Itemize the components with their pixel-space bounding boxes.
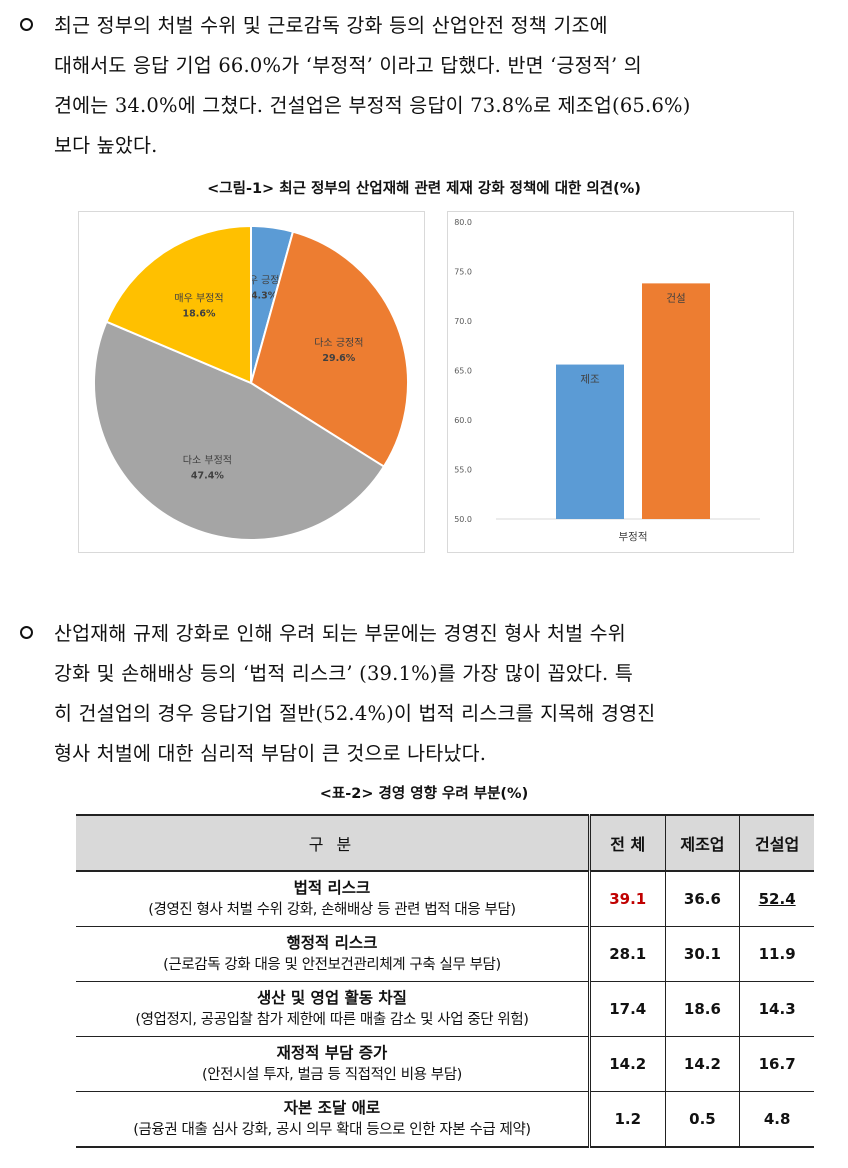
row-category-name: 재정적 부담 증가	[276, 1044, 388, 1062]
row-category-desc: (안전시설 투자, 벌금 등 직접적인 비용 부담)	[201, 1067, 462, 1083]
y-tick-label: 80.0	[454, 218, 472, 227]
cell-construction-value: 52.4	[758, 890, 796, 908]
figure-caption: <그림-1> 최근 정부의 산업재해 관련 제재 강화 정책에 대한 의견(%)	[207, 181, 641, 197]
pie-slice-value: 18.6%	[183, 308, 216, 319]
row-category: 생산 및 영업 활동 차질 (영업정지, 공공입찰 참가 제한에 따른 매출 감…	[76, 981, 591, 1037]
y-tick-label: 65.0	[454, 367, 472, 376]
x-category-label: 부정적	[619, 531, 648, 543]
paragraph-line: 견에는 34.0%에 그쳤다. 건설업은 부정적 응답이 73.8%로 제조업(…	[54, 94, 691, 117]
row-category-desc: (영업정지, 공공입찰 참가 제한에 따른 매출 감소 및 사업 중단 위험)	[135, 1012, 529, 1028]
row-category-desc: (경영진 형사 처벌 수위 강화, 손해배상 등 관련 법적 대응 부담)	[148, 902, 516, 918]
pie-slice-label: 다소 부정적	[183, 455, 232, 467]
paragraph-line: 히 건설업의 경우 응답기업 절반(52.4%)이 법적 리스크를 지목해 경영…	[54, 702, 656, 725]
cell-construction: 11.9	[739, 926, 814, 982]
cell-construction: 52.4	[739, 871, 814, 927]
header-manufacturing: 제조업	[665, 814, 741, 872]
y-tick-label: 55.0	[454, 466, 472, 475]
header-construction: 건설업	[739, 814, 814, 872]
table-caption: <표-2> 경영 영향 우려 부분(%)	[319, 786, 529, 802]
cell-manufacturing: 0.5	[665, 1091, 741, 1148]
cell-manufacturing: 36.6	[665, 871, 741, 927]
row-category-desc: (금융권 대출 심사 강화, 공시 의무 확대 등으로 인한 자본 수급 제약)	[133, 1122, 531, 1138]
pie-slice-label: 매우 부정적	[174, 292, 223, 304]
concern-table: 구 분 전 체 제조업 건설업 법적 리스크 (경영진 형사 처벌 수위 강화,…	[76, 814, 814, 1148]
table-row: 생산 및 영업 활동 차질 (영업정지, 공공입찰 참가 제한에 따른 매출 감…	[76, 981, 814, 1037]
row-category: 재정적 부담 증가 (안전시설 투자, 벌금 등 직접적인 비용 부담)	[76, 1036, 591, 1092]
paragraph-line: 산업재해 규제 강화로 인해 우려 되는 부문에는 경영진 형사 처벌 수위	[54, 622, 626, 645]
row-category-desc: (근로감독 강화 대응 및 안전보건관리체계 구축 실무 부담)	[163, 957, 501, 973]
pie-chart-panel: 매우 긍정적 4.3% 다소 긍정적 29.6% 다소 부정적 47.4% 매우 부정적 18…	[78, 211, 425, 553]
bar	[556, 364, 624, 519]
row-category: 자본 조달 애로 (금융권 대출 심사 강화, 공시 의무 확대 등으로 인한 …	[76, 1091, 591, 1148]
circle-bullet-icon	[20, 626, 33, 639]
row-category-name: 법적 리스크	[293, 879, 371, 897]
cell-construction: 16.7	[739, 1036, 814, 1092]
pie-slice-value: 47.4%	[191, 471, 224, 482]
pie-slice-value: 4.3%	[251, 291, 278, 302]
paragraph-1: 최근 정부의 처벌 수위 및 근로감독 강화 등의 산업안전 정책 기조에 대해…	[20, 6, 832, 166]
pie-slice	[249, 230, 409, 468]
bar-series-label: 제조	[580, 374, 600, 386]
pie-slice-value: 29.6%	[322, 353, 355, 364]
row-category: 법적 리스크 (경영진 형사 처벌 수위 강화, 손해배상 등 관련 법적 대응…	[76, 871, 591, 927]
header-total: 전 체	[589, 814, 666, 872]
cell-construction: 14.3	[739, 981, 814, 1037]
paragraph-2: 산업재해 규제 강화로 인해 우려 되는 부문에는 경영진 형사 처벌 수위 강…	[20, 614, 832, 774]
row-category-name: 생산 및 영업 활동 차질	[256, 989, 407, 1007]
circle-bullet-icon	[20, 18, 33, 31]
bar-series-label: 건설	[666, 292, 685, 304]
row-category: 행정적 리스크 (근로감독 강화 대응 및 안전보건관리체계 구축 실무 부담)	[76, 926, 591, 982]
pie-slice-label: 다소 긍정적	[314, 337, 363, 349]
cell-total: 1.2	[589, 1091, 666, 1148]
pie-slice	[92, 320, 386, 541]
cell-manufacturing: 30.1	[665, 926, 741, 982]
paragraph-line: 보다 높았다.	[54, 134, 158, 157]
row-category-name: 자본 조달 애로	[283, 1099, 381, 1117]
row-category-name: 행정적 리스크	[286, 934, 378, 952]
pie-slice	[105, 224, 252, 385]
y-tick-label: 75.0	[454, 268, 472, 277]
cell-total: 17.4	[589, 981, 666, 1037]
y-tick-label: 50.0	[454, 515, 472, 524]
header-category: 구 분	[76, 814, 591, 872]
cell-total: 14.2	[589, 1036, 666, 1092]
paragraph-line: 형사 처벌에 대한 심리적 부담이 큰 것으로 나타났다.	[54, 742, 487, 765]
cell-manufacturing: 18.6	[665, 981, 741, 1037]
cell-construction: 4.8	[739, 1091, 814, 1148]
table-row: 재정적 부담 증가 (안전시설 투자, 벌금 등 직접적인 비용 부담) 14.…	[76, 1036, 814, 1092]
table-row: 행정적 리스크 (근로감독 강화 대응 및 안전보건관리체계 구축 실무 부담)…	[76, 926, 814, 982]
y-tick-label: 60.0	[454, 416, 472, 425]
cell-manufacturing: 14.2	[665, 1036, 741, 1092]
paragraph-line: 대해서도 응답 기업 66.0%가 ‘부정적’ 이라고 답했다. 반면 ‘긍정적…	[54, 54, 642, 77]
table-row: 자본 조달 애로 (금융권 대출 심사 강화, 공시 의무 확대 등으로 인한 …	[76, 1091, 814, 1148]
cell-total: 28.1	[589, 926, 666, 982]
table-header-row: 구 분 전 체 제조업 건설업	[76, 814, 814, 872]
cell-total: 39.1	[589, 871, 666, 927]
paragraph-line: 최근 정부의 처벌 수위 및 근로감독 강화 등의 산업안전 정책 기조에	[54, 14, 608, 37]
y-tick-label: 70.0	[454, 317, 472, 326]
table-row: 법적 리스크 (경영진 형사 처벌 수위 강화, 손해배상 등 관련 법적 대응…	[76, 871, 814, 927]
bar	[642, 283, 710, 519]
paragraph-line: 강화 및 손해배상 등의 ‘법적 리스크’ (39.1%)를 가장 많이 꼽았다…	[54, 662, 633, 685]
